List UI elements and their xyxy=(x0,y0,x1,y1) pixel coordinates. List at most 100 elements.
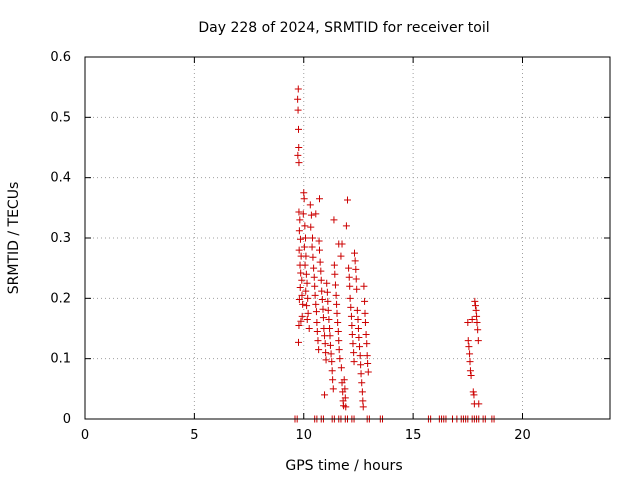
data-point xyxy=(294,151,302,159)
data-point xyxy=(330,216,338,224)
data-point xyxy=(323,288,331,296)
data-point xyxy=(308,243,316,251)
data-point xyxy=(364,359,372,367)
data-point xyxy=(348,321,356,329)
data-point xyxy=(295,338,302,346)
data-point xyxy=(350,358,358,366)
data-point xyxy=(358,388,366,396)
data-point xyxy=(341,394,349,402)
data-point xyxy=(315,237,323,245)
data-point xyxy=(306,201,314,209)
data-point xyxy=(298,276,306,284)
x-tick-label: 10 xyxy=(295,428,312,443)
data-point xyxy=(473,318,481,326)
data-point xyxy=(295,296,303,304)
data-point xyxy=(323,279,331,287)
data-point xyxy=(467,372,475,380)
y-tick-label: 0 xyxy=(63,412,71,427)
data-point xyxy=(333,309,341,317)
data-point xyxy=(312,308,320,316)
data-point xyxy=(351,249,358,257)
data-point xyxy=(326,341,334,349)
data-point xyxy=(346,294,354,302)
data-point xyxy=(352,265,360,273)
data-point xyxy=(359,403,367,411)
data-point xyxy=(361,318,369,326)
data-point xyxy=(297,317,305,325)
data-point xyxy=(363,352,371,360)
data-point xyxy=(357,370,365,378)
data-point xyxy=(319,314,327,322)
data-point xyxy=(325,315,333,323)
data-point xyxy=(297,269,305,277)
x-tick-label: 15 xyxy=(405,428,422,443)
data-point xyxy=(351,257,359,265)
data-point xyxy=(294,95,302,103)
data-point xyxy=(322,356,330,364)
data-point xyxy=(466,367,474,375)
x-tick-label: 20 xyxy=(514,428,531,443)
y-tick-label: 0.4 xyxy=(50,171,71,186)
data-point xyxy=(316,258,324,266)
data-point xyxy=(327,350,335,358)
data-point xyxy=(331,281,339,289)
data-point xyxy=(312,210,320,218)
data-point xyxy=(318,296,326,304)
data-point xyxy=(317,276,325,284)
data-point xyxy=(307,211,315,219)
data-point xyxy=(294,106,302,114)
data-point xyxy=(353,306,361,314)
data-point xyxy=(363,340,371,348)
data-point xyxy=(468,315,476,323)
data-point xyxy=(469,388,477,396)
data-point xyxy=(474,337,482,345)
data-point xyxy=(309,234,316,242)
data-point xyxy=(302,252,310,260)
data-point xyxy=(303,315,311,323)
data-point xyxy=(338,240,346,248)
data-point xyxy=(364,368,372,376)
y-axis-label: SRMTID / TECUs xyxy=(6,182,22,295)
data-point xyxy=(332,291,340,299)
data-point xyxy=(471,297,479,305)
data-point xyxy=(335,337,343,345)
data-point xyxy=(300,189,308,197)
data-point xyxy=(303,279,311,287)
data-point xyxy=(302,287,310,295)
data-point xyxy=(464,318,472,326)
data-point xyxy=(474,326,482,334)
data-point xyxy=(352,275,360,283)
data-point xyxy=(353,285,361,293)
data-point xyxy=(310,264,318,272)
data-point xyxy=(324,297,332,305)
x-axis-label: GPS time / hours xyxy=(285,458,402,474)
data-point xyxy=(296,283,304,291)
x-tick-label: 0 xyxy=(81,428,89,443)
data-point xyxy=(309,253,317,261)
data-point xyxy=(301,222,309,230)
data-point xyxy=(347,312,355,320)
data-point xyxy=(361,309,369,317)
data-point xyxy=(295,246,303,254)
data-point xyxy=(311,291,319,299)
data-point xyxy=(299,210,307,218)
chart-title: Day 228 of 2024, SRMTID for receiver toi… xyxy=(198,20,489,36)
data-point xyxy=(299,300,307,308)
data-point xyxy=(337,252,345,260)
data-point xyxy=(311,282,319,290)
data-point xyxy=(326,332,334,340)
data-point xyxy=(317,267,325,275)
data-point xyxy=(342,403,350,411)
data-point xyxy=(316,195,323,203)
data-point xyxy=(295,227,303,235)
data-point xyxy=(475,400,483,408)
data-point xyxy=(341,385,349,393)
data-point xyxy=(310,273,318,281)
data-point xyxy=(307,223,315,231)
data-point xyxy=(354,315,362,323)
data-point xyxy=(361,297,369,305)
data-point xyxy=(337,364,345,372)
axis-ticks: 0 0.1 0.2 0.3 0.4 0.5 0.6 0 5 10 15 20 xyxy=(50,50,610,443)
data-point xyxy=(322,349,330,357)
data-point xyxy=(465,343,473,351)
